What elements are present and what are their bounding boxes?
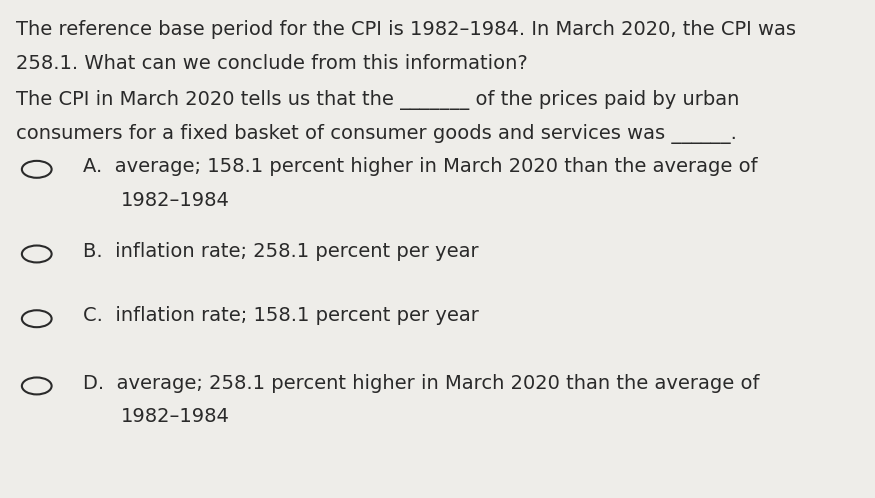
Circle shape — [22, 246, 52, 262]
Circle shape — [22, 377, 52, 394]
Text: The reference base period for the CPI is 1982–1984. In March 2020, the CPI was: The reference base period for the CPI is… — [16, 20, 795, 39]
Circle shape — [22, 310, 52, 327]
Text: A.  average; 158.1 percent higher in March 2020 than the average of: A. average; 158.1 percent higher in Marc… — [83, 157, 758, 176]
Text: C.  inflation rate; 158.1 percent per year: C. inflation rate; 158.1 percent per yea… — [83, 306, 479, 325]
Text: The CPI in March 2020 tells us that the _______ of the prices paid by urban: The CPI in March 2020 tells us that the … — [16, 90, 739, 110]
Text: 1982–1984: 1982–1984 — [121, 407, 229, 426]
Text: D.  average; 258.1 percent higher in March 2020 than the average of: D. average; 258.1 percent higher in Marc… — [83, 374, 760, 392]
Text: consumers for a fixed basket of consumer goods and services was ______.: consumers for a fixed basket of consumer… — [16, 124, 737, 143]
Text: B.  inflation rate; 258.1 percent per year: B. inflation rate; 258.1 percent per yea… — [83, 242, 479, 260]
Text: 258.1. What can we conclude from this information?: 258.1. What can we conclude from this in… — [16, 54, 528, 73]
Circle shape — [22, 161, 52, 178]
Text: 1982–1984: 1982–1984 — [121, 191, 229, 210]
